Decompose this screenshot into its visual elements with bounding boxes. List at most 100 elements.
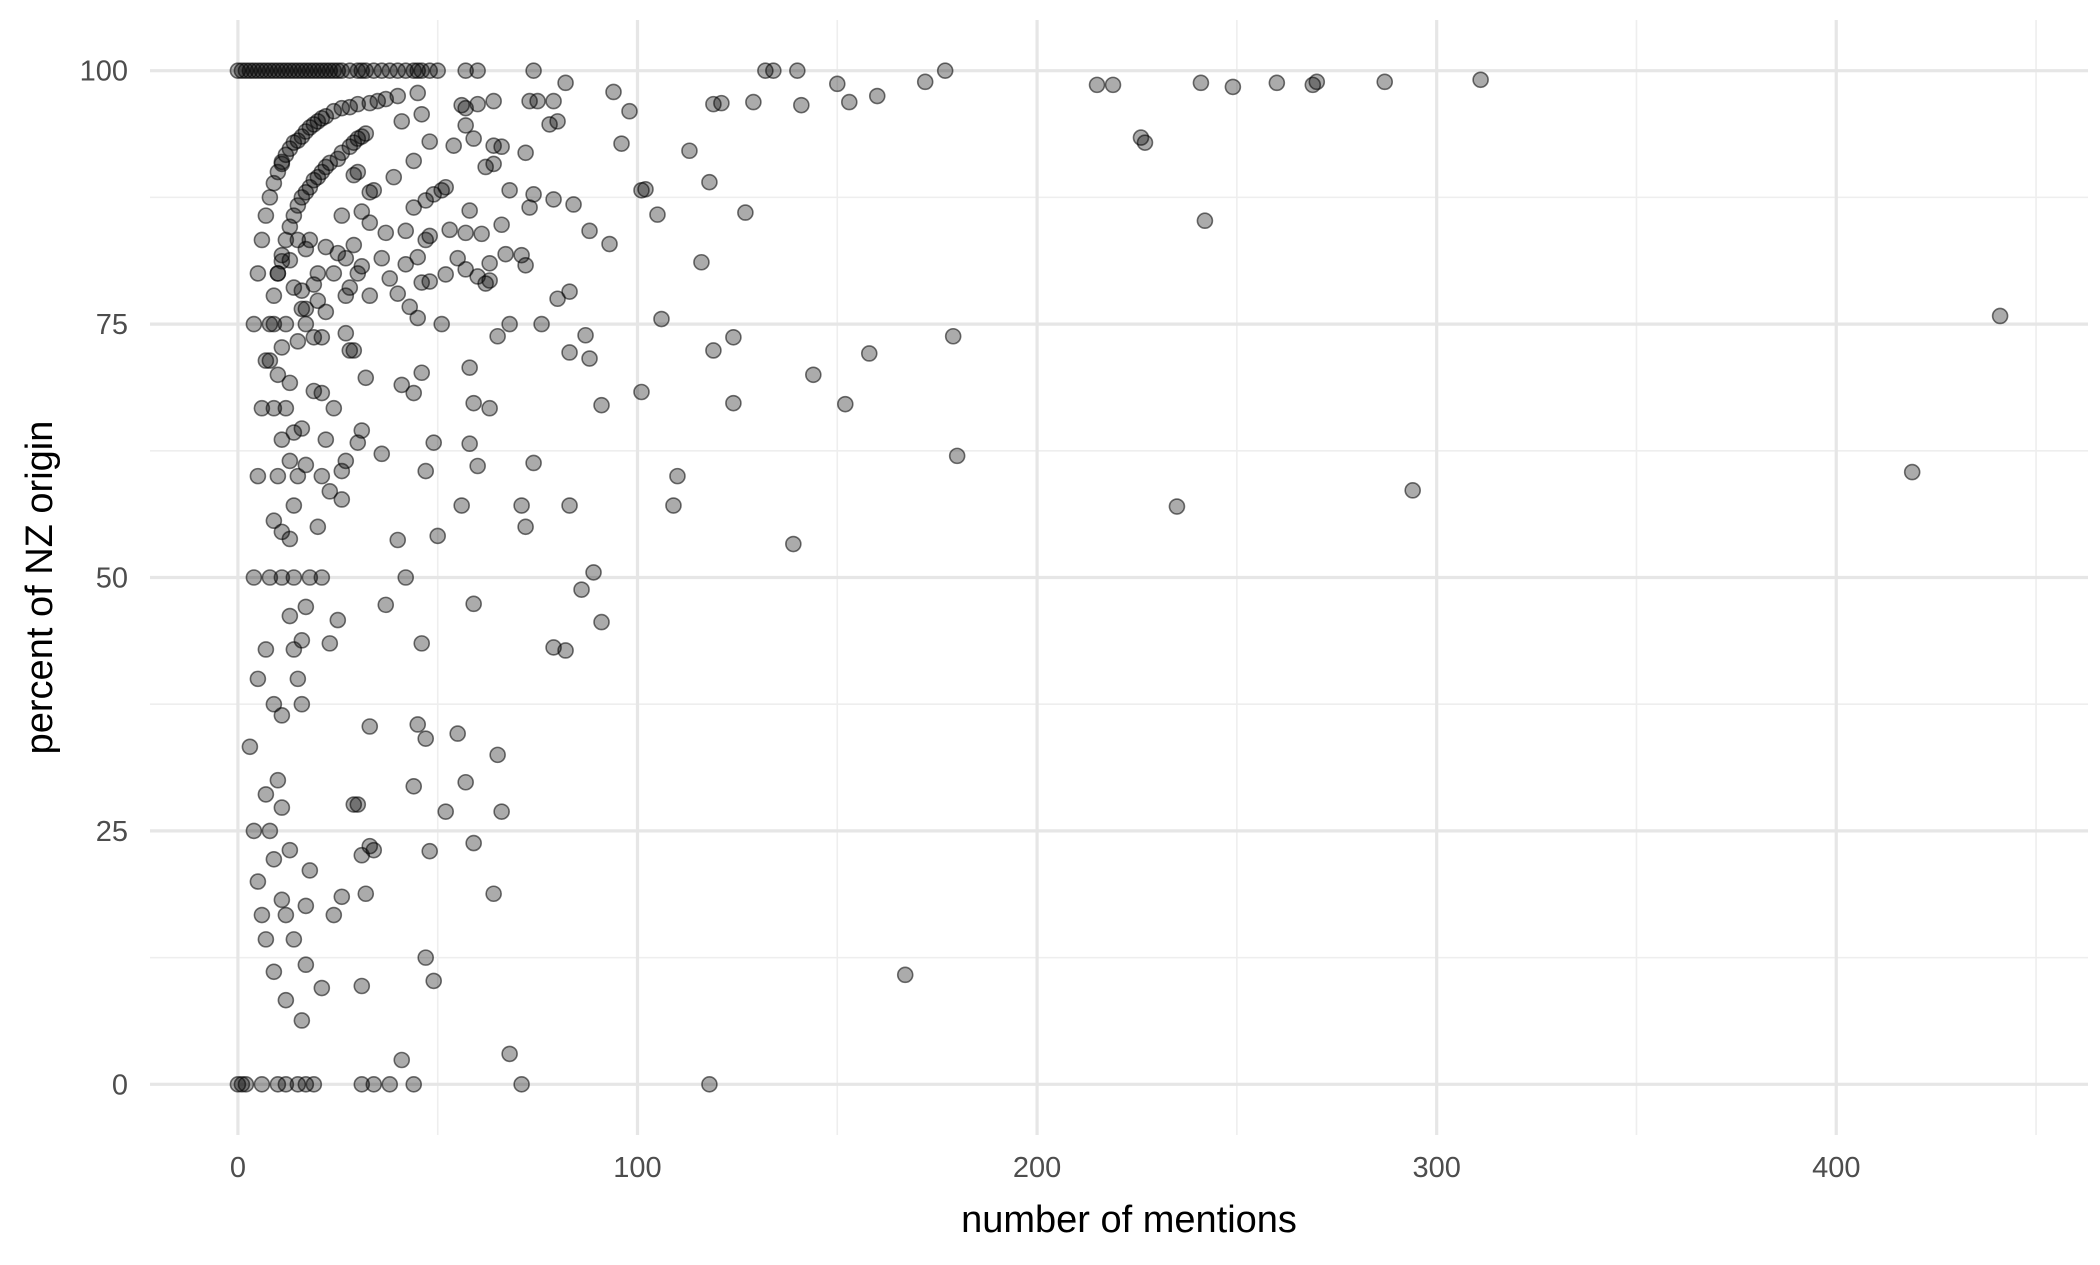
data-point (573, 581, 590, 598)
data-point (313, 467, 331, 485)
data-point (277, 1076, 295, 1093)
data-point (389, 87, 407, 105)
data-point (337, 324, 355, 342)
data-point (493, 803, 510, 820)
data-point (453, 497, 470, 514)
data-point (725, 394, 742, 412)
y-axis-title: percent of NZ origin (19, 421, 61, 755)
data-point (281, 607, 299, 625)
data-point (297, 456, 315, 474)
data-point (377, 596, 395, 614)
data-point (501, 1045, 518, 1063)
data-point (361, 184, 379, 201)
data-point (765, 62, 782, 79)
data-point (413, 364, 431, 382)
data-point (377, 224, 395, 242)
x-tick-label: 0 (230, 1152, 246, 1184)
data-point (393, 113, 411, 130)
data-point (649, 206, 666, 223)
data-point (489, 746, 506, 764)
data-point (417, 949, 435, 966)
data-point (329, 244, 347, 262)
y-tick-label: 50 (96, 563, 128, 595)
data-point (357, 369, 375, 387)
data-point (253, 1076, 271, 1093)
data-point (289, 197, 307, 214)
data-point (245, 569, 263, 586)
data-point (417, 462, 435, 480)
points-layer (229, 62, 2009, 1093)
data-point (1903, 463, 1921, 481)
data-point (461, 202, 478, 219)
data-point (525, 62, 542, 79)
data-point (329, 62, 347, 79)
data-point (265, 695, 283, 713)
data-point (297, 598, 315, 616)
data-point (793, 96, 810, 114)
data-point (421, 133, 439, 150)
data-point (557, 642, 574, 659)
data-point (233, 1076, 251, 1093)
data-point (361, 287, 379, 305)
data-point (349, 434, 367, 451)
data-point (465, 130, 482, 147)
data-point (261, 822, 279, 840)
data-point (353, 1076, 371, 1093)
data-point (437, 803, 454, 820)
data-point (321, 635, 339, 652)
data-point (493, 216, 510, 234)
data-point (445, 137, 462, 154)
data-point (337, 287, 355, 305)
data-point (517, 256, 534, 274)
data-point (409, 84, 427, 102)
data-point (289, 333, 307, 350)
data-point (457, 62, 474, 79)
data-point (405, 384, 423, 402)
data-point (325, 399, 343, 417)
data-point (745, 93, 762, 111)
data-point (285, 424, 303, 441)
data-point (405, 1076, 423, 1093)
data-point (337, 452, 355, 470)
data-point (465, 394, 482, 412)
data-point (265, 287, 283, 305)
data-point (281, 530, 299, 548)
data-point (373, 249, 391, 267)
data-point (397, 569, 415, 586)
data-point (461, 359, 478, 376)
data-point (249, 467, 267, 485)
data-point (261, 315, 279, 333)
data-point (381, 1076, 399, 1093)
data-point (896, 966, 914, 984)
y-axis-ticks: 0 25 50 75 100 (80, 56, 128, 1102)
data-point (581, 222, 598, 240)
data-point (577, 326, 594, 344)
data-point (253, 906, 271, 924)
data-point (1136, 134, 1154, 151)
data-point (265, 850, 283, 868)
data-point (401, 298, 419, 316)
x-axis-title: number of mentions (961, 1199, 1297, 1241)
data-point (253, 231, 271, 249)
data-point (633, 383, 650, 401)
data-point (565, 196, 582, 213)
data-point (737, 204, 754, 221)
data-point (345, 342, 363, 359)
data-point (1268, 74, 1286, 92)
data-point (561, 283, 578, 300)
data-point (345, 796, 363, 813)
data-point (309, 292, 327, 310)
data-point (301, 231, 319, 249)
data-point (305, 328, 323, 346)
y-tick-label: 100 (80, 56, 128, 88)
data-point (273, 569, 291, 586)
data-point (301, 569, 319, 586)
data-point (785, 535, 802, 553)
data-point (345, 236, 363, 254)
data-point (289, 231, 307, 249)
data-point (321, 483, 339, 500)
data-point (277, 231, 295, 249)
data-point (317, 303, 335, 321)
